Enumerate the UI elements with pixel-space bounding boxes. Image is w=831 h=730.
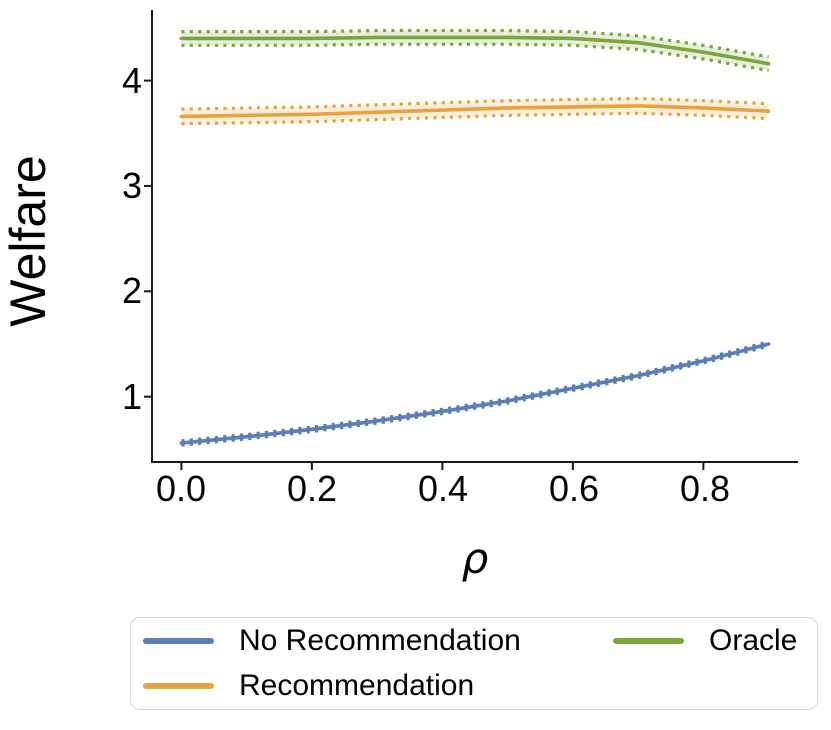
legend-swatch-no-recommendation (143, 637, 214, 644)
series-recommendation (179, 96, 771, 126)
x-tick-label-0.0: 0.0 (155, 468, 207, 509)
confidence-band (181, 98, 769, 124)
confidence-upper-dotted (181, 340, 770, 443)
mean-line (179, 104, 771, 119)
confidence-lower-dotted (181, 344, 770, 447)
legend-label-recommendation: Recommendation (239, 669, 475, 703)
y-tick-label-3: 3 (121, 165, 142, 206)
legend-label-oracle: Oracle (709, 623, 798, 657)
plot-area (144, 10, 798, 470)
legend-swatch-recommendation (143, 683, 214, 690)
legend-item-no-recommendation: No Recommendation (143, 624, 613, 658)
x-tick-label-0.2: 0.2 (286, 468, 338, 509)
confidence-band (181, 341, 769, 446)
mean-line (179, 342, 771, 445)
confidence-upper-dotted (181, 28, 769, 59)
x-tick-label-0.6: 0.6 (548, 468, 600, 509)
legend-item-recommendation: Recommendation (143, 669, 613, 703)
confidence-lower-dotted (181, 111, 769, 126)
series-oracle (179, 28, 771, 73)
series-no-recommendation (179, 340, 771, 447)
y-tick-label-2: 2 (121, 270, 142, 311)
legend-swatch-oracle (613, 637, 684, 644)
y-tick-label-1: 1 (121, 376, 142, 417)
legend-item-oracle: Oracle (613, 624, 817, 658)
confidence-lower-dotted (181, 42, 769, 73)
x-tick-label-0.8: 0.8 (679, 468, 731, 509)
confidence-upper-dotted (181, 96, 769, 111)
legend-label-no-recommendation: No Recommendation (239, 623, 521, 657)
legend: No Recommendation Recommendation Oracle (130, 617, 818, 710)
y-tick-label-4: 4 (121, 60, 142, 101)
y-axis-label: Welfare (0, 155, 56, 327)
x-axis-label: ρ (461, 534, 489, 583)
x-tick-label-0.4: 0.4 (417, 468, 469, 509)
mean-line (179, 35, 771, 66)
